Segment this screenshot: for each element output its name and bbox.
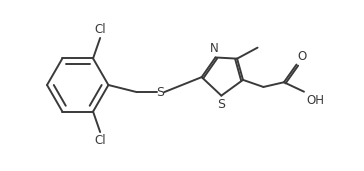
- Text: OH: OH: [306, 94, 324, 107]
- Text: Cl: Cl: [94, 23, 106, 36]
- Text: O: O: [298, 50, 307, 63]
- Text: S: S: [217, 98, 225, 111]
- Text: S: S: [157, 86, 165, 99]
- Text: N: N: [210, 42, 219, 55]
- Text: Cl: Cl: [94, 134, 106, 147]
